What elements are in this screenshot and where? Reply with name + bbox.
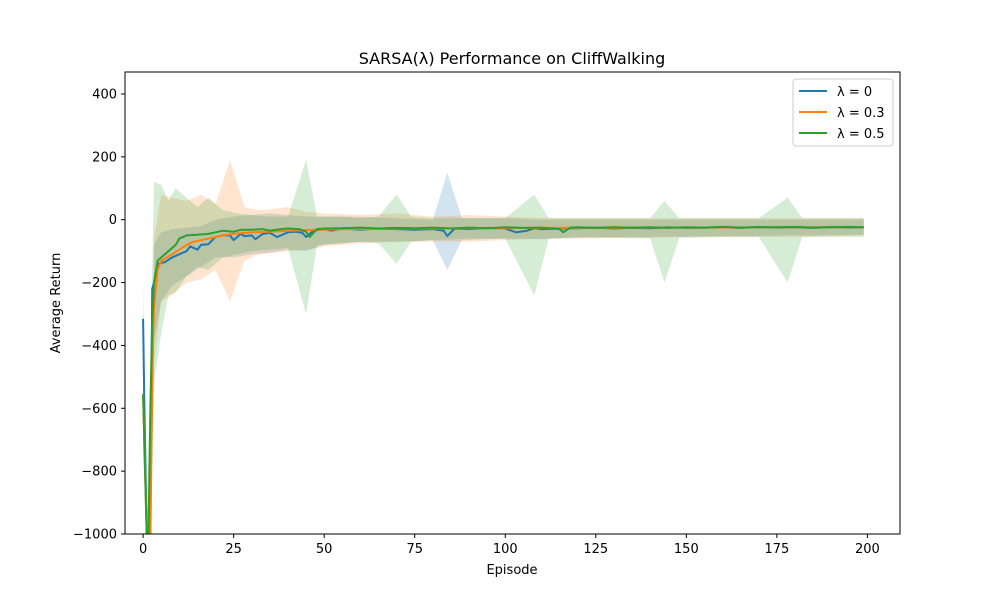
legend-label: λ = 0	[837, 85, 872, 100]
legend: λ = 0 λ = 0.3 λ = 0.5	[792, 78, 894, 147]
chart-title: SARSA(λ) Performance on CliffWalking	[359, 49, 666, 68]
y-tick-label: −600	[81, 402, 117, 417]
y-tick-label: 400	[92, 88, 117, 103]
y-tick-label: −800	[81, 465, 117, 480]
x-tick-label: 100	[493, 542, 518, 557]
x-tick-label: 125	[583, 542, 608, 557]
y-tick-label: −1000	[73, 528, 117, 543]
legend-label: λ = 0.5	[837, 127, 885, 142]
legend-box	[792, 78, 894, 147]
axes-frame	[124, 71, 901, 535]
x-tick-label: 150	[674, 542, 699, 557]
y-tick-label: 0	[109, 213, 117, 228]
series-2-band	[143, 160, 864, 534]
y-tick-label: −200	[81, 276, 117, 291]
legend-label: λ = 0.3	[837, 106, 885, 121]
x-tick-label: 50	[316, 542, 333, 557]
x-tick-label: 200	[855, 542, 880, 557]
x-tick-label: 75	[406, 542, 423, 557]
series-1-band	[143, 160, 864, 534]
series-2-line	[142, 225, 864, 534]
x-tick-label: 0	[139, 542, 147, 557]
y-axis-label: Average Return	[49, 253, 64, 354]
x-tick-label: 175	[764, 542, 789, 557]
y-tick-label: −400	[81, 339, 117, 354]
x-tick-label: 25	[225, 542, 242, 557]
x-axis-label: Episode	[486, 563, 537, 578]
plot-area	[125, 72, 900, 534]
y-tick-label: 200	[92, 150, 117, 165]
